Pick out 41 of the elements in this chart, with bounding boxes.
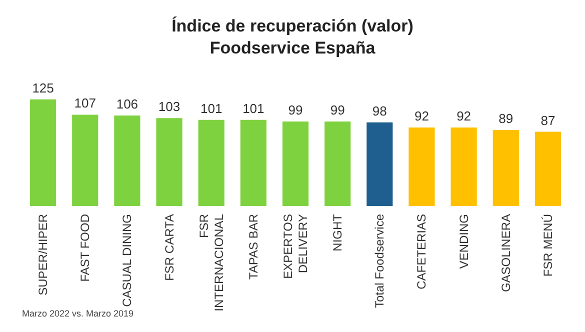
x-tick-label: GASOLINERA: [498, 214, 513, 292]
bar: [198, 120, 224, 206]
x-tick-label: CAFETERIAS: [414, 214, 429, 290]
data-label: 89: [498, 111, 514, 126]
x-tick-label: NIGHT: [330, 213, 345, 252]
bar: [324, 122, 351, 206]
data-label: 92: [414, 108, 429, 124]
data-label: 92: [456, 108, 472, 124]
bar: [30, 99, 56, 206]
data-label: 106: [116, 96, 138, 112]
x-tick-label: SUPER/HIPER: [36, 214, 50, 296]
x-tick-label: FSR MENÚ: [540, 214, 555, 277]
x-tick-label: CASUAL DINING: [120, 214, 134, 307]
x-tick-label: FSR CARTA: [162, 214, 176, 281]
bar: [282, 122, 309, 206]
bar: [366, 122, 393, 206]
data-label: 87: [540, 112, 556, 128]
x-tick-label: FSR INTERNACIONAL: [196, 214, 226, 312]
bar: [240, 120, 266, 206]
bar: [492, 130, 519, 206]
data-label: 99: [330, 102, 345, 118]
data-label: 107: [74, 96, 96, 111]
x-tick-label: TAPAS BAR: [246, 214, 260, 280]
x-tick-label: Total Foodservice: [372, 214, 387, 308]
data-label: 101: [200, 100, 222, 116]
bar: [72, 114, 98, 206]
data-label: 103: [158, 99, 180, 114]
x-tick-label: FAST FOOD: [78, 214, 92, 282]
chart-title: Índice de recuperación (valor) Foodservice España: [172, 16, 414, 58]
x-tick-label: VENDING: [456, 214, 471, 269]
bar: [408, 127, 435, 206]
bar: [114, 116, 140, 206]
bar: [534, 132, 562, 206]
x-tick-label: EXPERTOS DELIVERY: [281, 214, 310, 279]
data-label: 98: [372, 103, 387, 118]
text: Marzo 2022 vs. Marzo 2019: [22, 308, 134, 318]
data-label: 99: [288, 102, 303, 118]
data-label: 101: [242, 100, 264, 116]
data-label: 125: [32, 80, 54, 96]
bar: [450, 127, 477, 206]
bar: [156, 118, 182, 206]
